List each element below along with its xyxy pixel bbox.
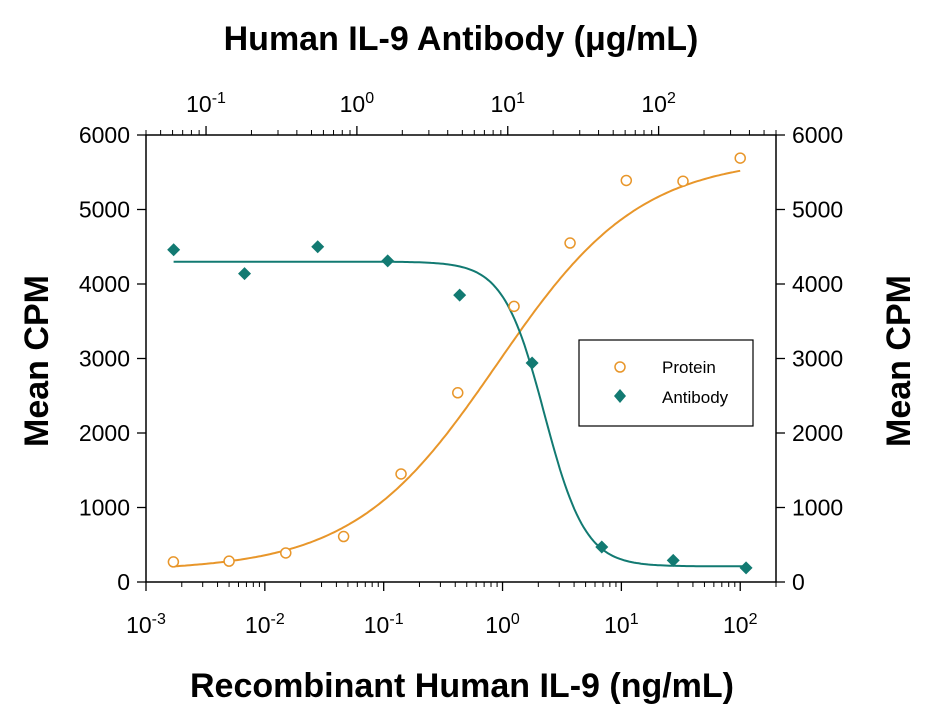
antibody-point (525, 356, 539, 370)
protein-point (508, 300, 520, 313)
protein-point (734, 152, 746, 164)
legend-antibody-label: Antibody (662, 388, 729, 407)
antibody-point (453, 288, 467, 302)
antibody-point (167, 243, 181, 257)
y-tick-label-left: 3000 (79, 346, 130, 372)
protein-point (395, 468, 407, 480)
y-axis-label-left: Mean CPM (18, 275, 56, 447)
protein-point (564, 237, 576, 249)
chart-title: Human IL-9 Antibody (μg/mL) (224, 20, 699, 58)
x-axis-label: Recombinant Human IL-9 (ng/mL) (190, 667, 734, 705)
protein-point (223, 555, 235, 567)
y-tick-label-right: 5000 (792, 197, 843, 223)
antibody-fit-curve (173, 260, 747, 568)
antibody-point (666, 553, 680, 567)
y-tick-label-left: 1000 (79, 495, 130, 521)
antibody-point (595, 540, 609, 554)
x-tick-label: 100 (485, 611, 520, 638)
data-markers (167, 152, 753, 575)
x-tick-label: 10-2 (245, 611, 285, 638)
protein-point (167, 556, 180, 568)
y-axis-label-right: Mean CPM (880, 275, 918, 447)
x2-tick-label: 102 (641, 90, 676, 117)
protein-point (452, 387, 464, 399)
protein-fit-curve (173, 169, 741, 568)
x2-tick-label: 100 (340, 90, 375, 117)
y-tick-label-left: 4000 (79, 271, 130, 297)
protein-point (677, 175, 689, 187)
legend-box (578, 339, 754, 427)
y-tick-label-right: 3000 (792, 346, 843, 372)
y-tick-label-right: 6000 (792, 122, 843, 148)
antibody-point (381, 254, 395, 268)
legend: Protein Antibody (578, 339, 754, 427)
legend-protein-label: Protein (662, 358, 716, 377)
x-tick-label: 102 (723, 611, 758, 638)
y-tick-label-right: 1000 (792, 495, 843, 521)
antibody-point (238, 267, 252, 281)
y-tick-label-left: 5000 (79, 197, 130, 223)
y-tick-label-right: 0 (792, 569, 805, 595)
protein-point (620, 174, 633, 187)
protein-point (337, 530, 350, 543)
x-tick-label: 10-3 (126, 611, 166, 638)
y-tick-label-right: 2000 (792, 420, 843, 446)
axis-ticks: 10-3 10-2 10-1 100 101 102 10-1 100 101 102 0 0 1000… (79, 90, 843, 638)
antibody-point (311, 240, 325, 254)
x-tick-label: 101 (604, 611, 639, 638)
antibody-point (739, 561, 753, 575)
x2-tick-label: 101 (491, 90, 526, 117)
x-tick-label: 10-1 (364, 611, 404, 638)
y-tick-label-left: 6000 (79, 122, 130, 148)
fit-curves (173, 169, 747, 568)
legend-protein-marker (614, 361, 626, 373)
legend-antibody-marker (614, 389, 626, 403)
y-tick-label-right: 4000 (792, 271, 843, 297)
y-tick-label-left: 0 (117, 569, 130, 595)
x2-tick-label: 10-1 (186, 90, 226, 117)
protein-point (280, 547, 292, 559)
y-tick-label-left: 2000 (79, 420, 130, 446)
